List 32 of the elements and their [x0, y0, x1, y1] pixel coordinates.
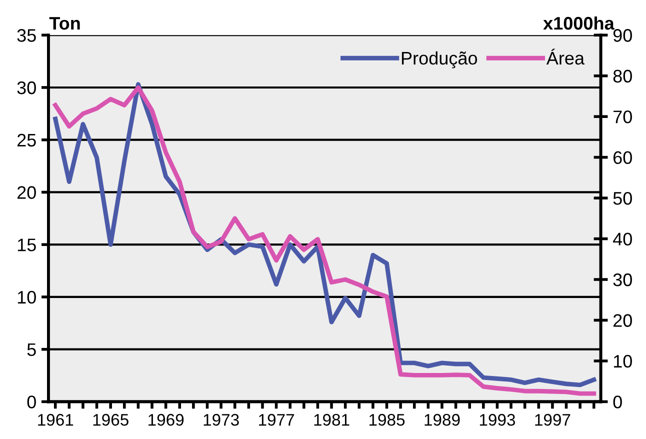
y2-tick-label: 10: [614, 354, 632, 368]
y-tick-label: 30: [17, 81, 36, 94]
y-axis-title: Ton: [49, 17, 80, 30]
y2-tick-label: 60: [614, 151, 632, 164]
x-tick-label: 1969: [148, 414, 184, 426]
y2-tick-label: 0: [613, 396, 622, 408]
y-tick-label: 0: [27, 396, 36, 408]
y2-tick-label: 20: [613, 314, 632, 327]
y2-axis-title: x1000ha: [543, 16, 614, 30]
y-tick-label: 15: [18, 238, 36, 252]
y-tick-label: 5: [27, 343, 36, 356]
legend-label: Produção: [402, 51, 478, 68]
x-tick-label: 1981: [314, 414, 350, 426]
x-tick-label: 1965: [93, 414, 128, 426]
y2-tick-label: 90: [613, 29, 632, 42]
x-tick-label: 1985: [369, 414, 405, 426]
x-tick-label: 1973: [204, 414, 239, 426]
y2-tick-label: 70: [614, 110, 632, 124]
y2-tick-label: 80: [613, 70, 632, 83]
x-tick-label: 1993: [480, 414, 516, 426]
y2-tick-label: 50: [613, 192, 632, 205]
x-tick-label: 1961: [38, 414, 74, 426]
x-tick-label: 1997: [535, 414, 570, 426]
y-tick-label: 25: [17, 134, 36, 147]
y2-tick-label: 40: [613, 232, 632, 246]
x-tick-label: 1989: [424, 414, 460, 426]
y-tick-label: 10: [18, 290, 36, 304]
y2-tick-label: 30: [613, 273, 632, 286]
x-tick-label: 1977: [259, 414, 294, 426]
y-tick-label: 20: [17, 186, 36, 199]
legend-label: Área: [546, 48, 585, 65]
y-tick-label: 35: [17, 29, 36, 42]
